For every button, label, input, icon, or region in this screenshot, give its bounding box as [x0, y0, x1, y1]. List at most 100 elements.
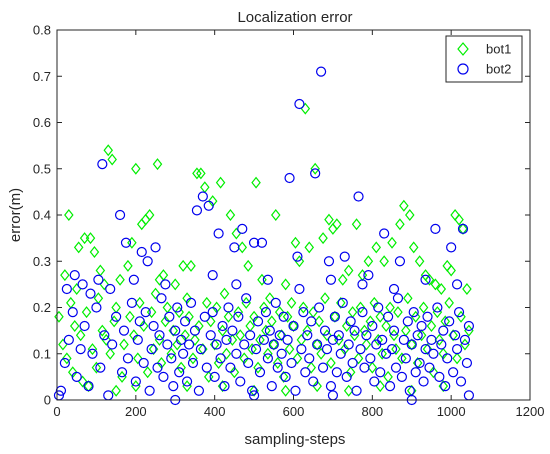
data-point [300, 367, 311, 378]
data-point [186, 259, 196, 272]
data-point [418, 376, 429, 387]
data-point [459, 334, 471, 345]
data-point [111, 384, 121, 397]
data-point [180, 316, 191, 327]
data-point [217, 320, 228, 332]
data-point [164, 311, 175, 322]
data-point [379, 255, 389, 268]
data-point [308, 306, 318, 319]
data-point [174, 367, 185, 378]
plot-series [53, 66, 475, 406]
data-point [251, 176, 261, 189]
data-point [383, 311, 394, 322]
data-point [162, 301, 173, 314]
data-point [227, 325, 238, 336]
data-point [54, 310, 64, 323]
data-point [95, 362, 106, 373]
data-point [373, 333, 384, 346]
y-tick-label: 0.5 [33, 161, 51, 176]
data-point [217, 324, 228, 337]
data-point [430, 223, 441, 234]
data-point [405, 209, 415, 221]
data-point [351, 385, 362, 396]
data-point [63, 334, 74, 345]
data-point [453, 307, 465, 318]
data-point [339, 251, 350, 262]
data-point [176, 334, 187, 345]
data-point [213, 228, 224, 239]
data-point [393, 306, 403, 319]
data-point [463, 390, 475, 401]
data-point [115, 273, 125, 286]
data-point [152, 362, 163, 373]
data-point [172, 302, 183, 313]
data-point [203, 200, 214, 211]
data-point [400, 353, 411, 364]
data-point [191, 205, 203, 216]
data-point [323, 256, 335, 267]
data-point [347, 306, 358, 319]
data-point [144, 385, 155, 396]
data-point [142, 366, 153, 379]
data-point [79, 232, 90, 245]
data-point [75, 344, 86, 355]
data-point [231, 348, 242, 359]
data-point [174, 306, 184, 319]
data-point [237, 223, 248, 234]
y-tick-label: 0.2 [33, 300, 51, 315]
data-point [367, 320, 378, 332]
data-point [345, 316, 356, 327]
data-point [412, 330, 423, 341]
data-point [118, 325, 130, 336]
data-point [58, 338, 68, 351]
data-point [420, 274, 431, 285]
data-point [130, 376, 141, 387]
data-point [315, 66, 327, 77]
data-point [60, 269, 70, 282]
axes: 0 200 400 600 800 1000 1200 0 0.1 0.2 0.3 0.4 0.5 0.6… [33, 23, 545, 420]
data-point [111, 301, 121, 314]
data-point [361, 338, 372, 351]
data-point [320, 292, 330, 305]
data-point [260, 307, 272, 318]
data-point [436, 283, 447, 295]
data-point [85, 288, 96, 299]
data-point [280, 371, 291, 382]
data-point [55, 385, 67, 396]
data-point [394, 256, 406, 267]
data-point [243, 357, 254, 369]
data-point [383, 370, 393, 383]
x-tick-label: 1200 [516, 404, 545, 419]
data-point [325, 274, 337, 285]
data-point [255, 333, 265, 346]
data-point [272, 357, 283, 369]
data-point [373, 302, 384, 313]
data-point [298, 307, 309, 318]
data-point [215, 353, 226, 364]
data-point [428, 366, 439, 379]
data-point [343, 339, 354, 350]
data-point [294, 255, 305, 268]
data-point [77, 279, 88, 290]
data-point [300, 102, 311, 115]
data-point [81, 306, 92, 319]
data-point [363, 255, 374, 268]
y-tick-label: 0.7 [33, 69, 51, 84]
data-point [182, 380, 192, 393]
data-point [349, 329, 360, 342]
data-point [91, 361, 102, 374]
data-point [187, 357, 199, 369]
y-tick-label: 0.1 [33, 346, 51, 361]
data-point [258, 334, 270, 345]
data-point [64, 209, 74, 221]
data-point [256, 237, 268, 248]
data-point [286, 296, 297, 309]
data-point [290, 385, 301, 396]
data-point [265, 292, 275, 305]
y-tick-label: 0.3 [33, 254, 51, 269]
data-point [162, 339, 173, 350]
data-point [416, 329, 427, 342]
data-point [193, 385, 204, 396]
data-point [247, 385, 258, 396]
data-point [107, 339, 118, 350]
